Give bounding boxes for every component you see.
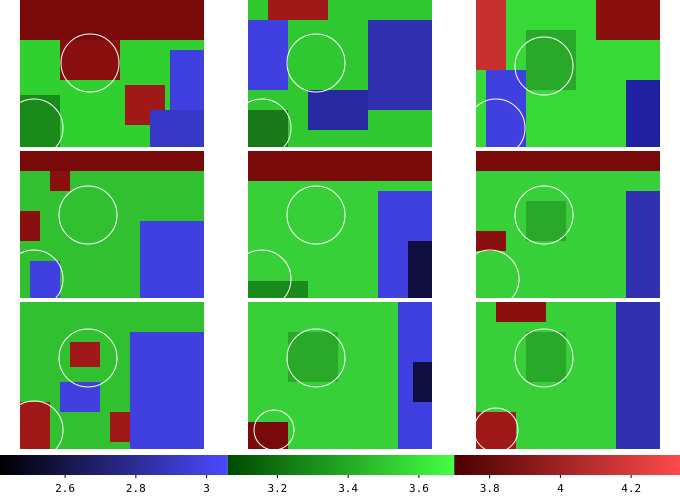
colorbar-segment — [227, 455, 455, 475]
tick-label: 3.6 — [409, 482, 429, 495]
tick-label: 3.4 — [338, 482, 358, 495]
panel — [20, 302, 204, 449]
panel — [476, 302, 660, 449]
panel — [20, 0, 204, 147]
panel — [248, 151, 432, 298]
panel — [476, 151, 660, 298]
panel — [248, 0, 432, 147]
colorbar: 2.6 2.8 3 3.2 3.4 3.6 3.8 4 4.2 — [0, 455, 680, 495]
panel — [248, 302, 432, 449]
colorbar-segment — [0, 455, 228, 475]
panel — [20, 151, 204, 298]
tick-label: 3.2 — [267, 482, 287, 495]
tick-label: 4.2 — [621, 482, 641, 495]
tick-label: 3.8 — [480, 482, 500, 495]
tick-label: 2.8 — [126, 482, 146, 495]
panel — [476, 0, 660, 147]
tick-label: 2.6 — [55, 482, 75, 495]
tick-label: 3 — [203, 482, 210, 495]
colorbar-segment — [454, 455, 680, 475]
tick-label: 4 — [557, 482, 564, 495]
